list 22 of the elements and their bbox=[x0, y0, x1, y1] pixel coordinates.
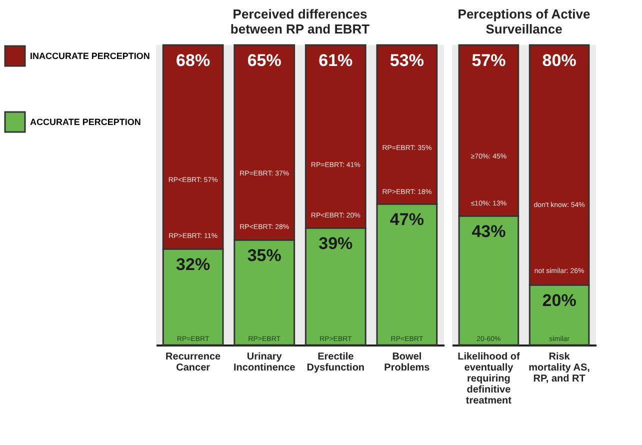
data-label: 43% bbox=[472, 222, 506, 241]
data-label: 39% bbox=[318, 234, 353, 253]
x-tick-label: Bowel Problems bbox=[384, 352, 430, 374]
legend-label: ACCURATE PERCEPTION bbox=[30, 117, 141, 127]
x-tick-label: Risk mortality AS, RP, and RT bbox=[528, 352, 590, 384]
data-label: 47% bbox=[390, 210, 424, 229]
data-label: 53% bbox=[390, 51, 424, 70]
legend-label: INACCURATE PERCEPTION bbox=[30, 51, 150, 61]
chart-title: Perceptions of Active Surveillance bbox=[458, 6, 590, 36]
data-label: 68% bbox=[176, 51, 210, 70]
data-label: 61% bbox=[318, 51, 353, 70]
data-label: 65% bbox=[247, 51, 282, 70]
x-tick-label: Erectile Dysfunction bbox=[306, 352, 365, 374]
data-label: 35% bbox=[247, 246, 282, 265]
data-label: 32% bbox=[176, 255, 210, 274]
data-label: 57% bbox=[472, 51, 506, 70]
data-label: 20% bbox=[542, 291, 576, 310]
data-label: 80% bbox=[542, 51, 576, 70]
chart-title: Perceived differences between RP and EBRT bbox=[230, 6, 370, 36]
x-tick-label: Urinary Incontinence bbox=[234, 352, 296, 374]
x-tick-label: Likelihood of eventually requiring definitive treatment bbox=[458, 352, 520, 406]
x-tick-label: Recurrence Cancer bbox=[166, 352, 222, 374]
